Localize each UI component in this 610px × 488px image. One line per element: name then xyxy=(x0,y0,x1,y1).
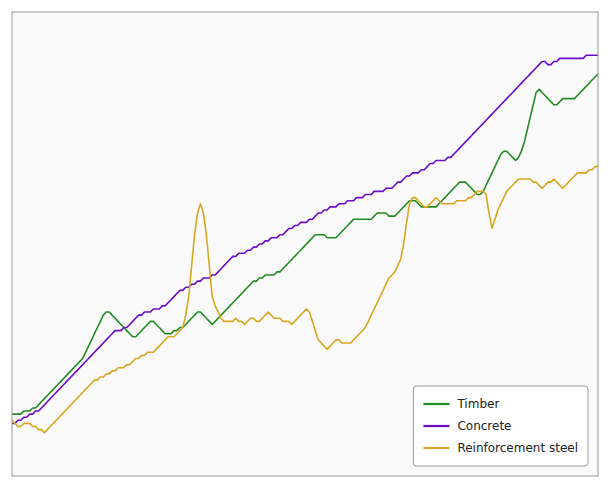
plot-area xyxy=(12,12,598,476)
chart: Timber Concrete Reinforcement steel xyxy=(0,0,610,488)
line xyxy=(12,55,598,423)
legend-swatch xyxy=(423,403,449,405)
legend-label: Reinforcement steel xyxy=(457,441,578,455)
legend-swatch xyxy=(423,447,449,449)
plot-frame xyxy=(12,12,598,476)
series-group xyxy=(12,55,598,432)
legend: Timber Concrete Reinforcement steel xyxy=(413,386,588,466)
legend-box xyxy=(413,386,588,466)
legend-swatch xyxy=(423,425,449,427)
legend-label: Timber xyxy=(456,397,499,411)
line xyxy=(12,74,598,414)
legend-label: Concrete xyxy=(457,419,511,433)
